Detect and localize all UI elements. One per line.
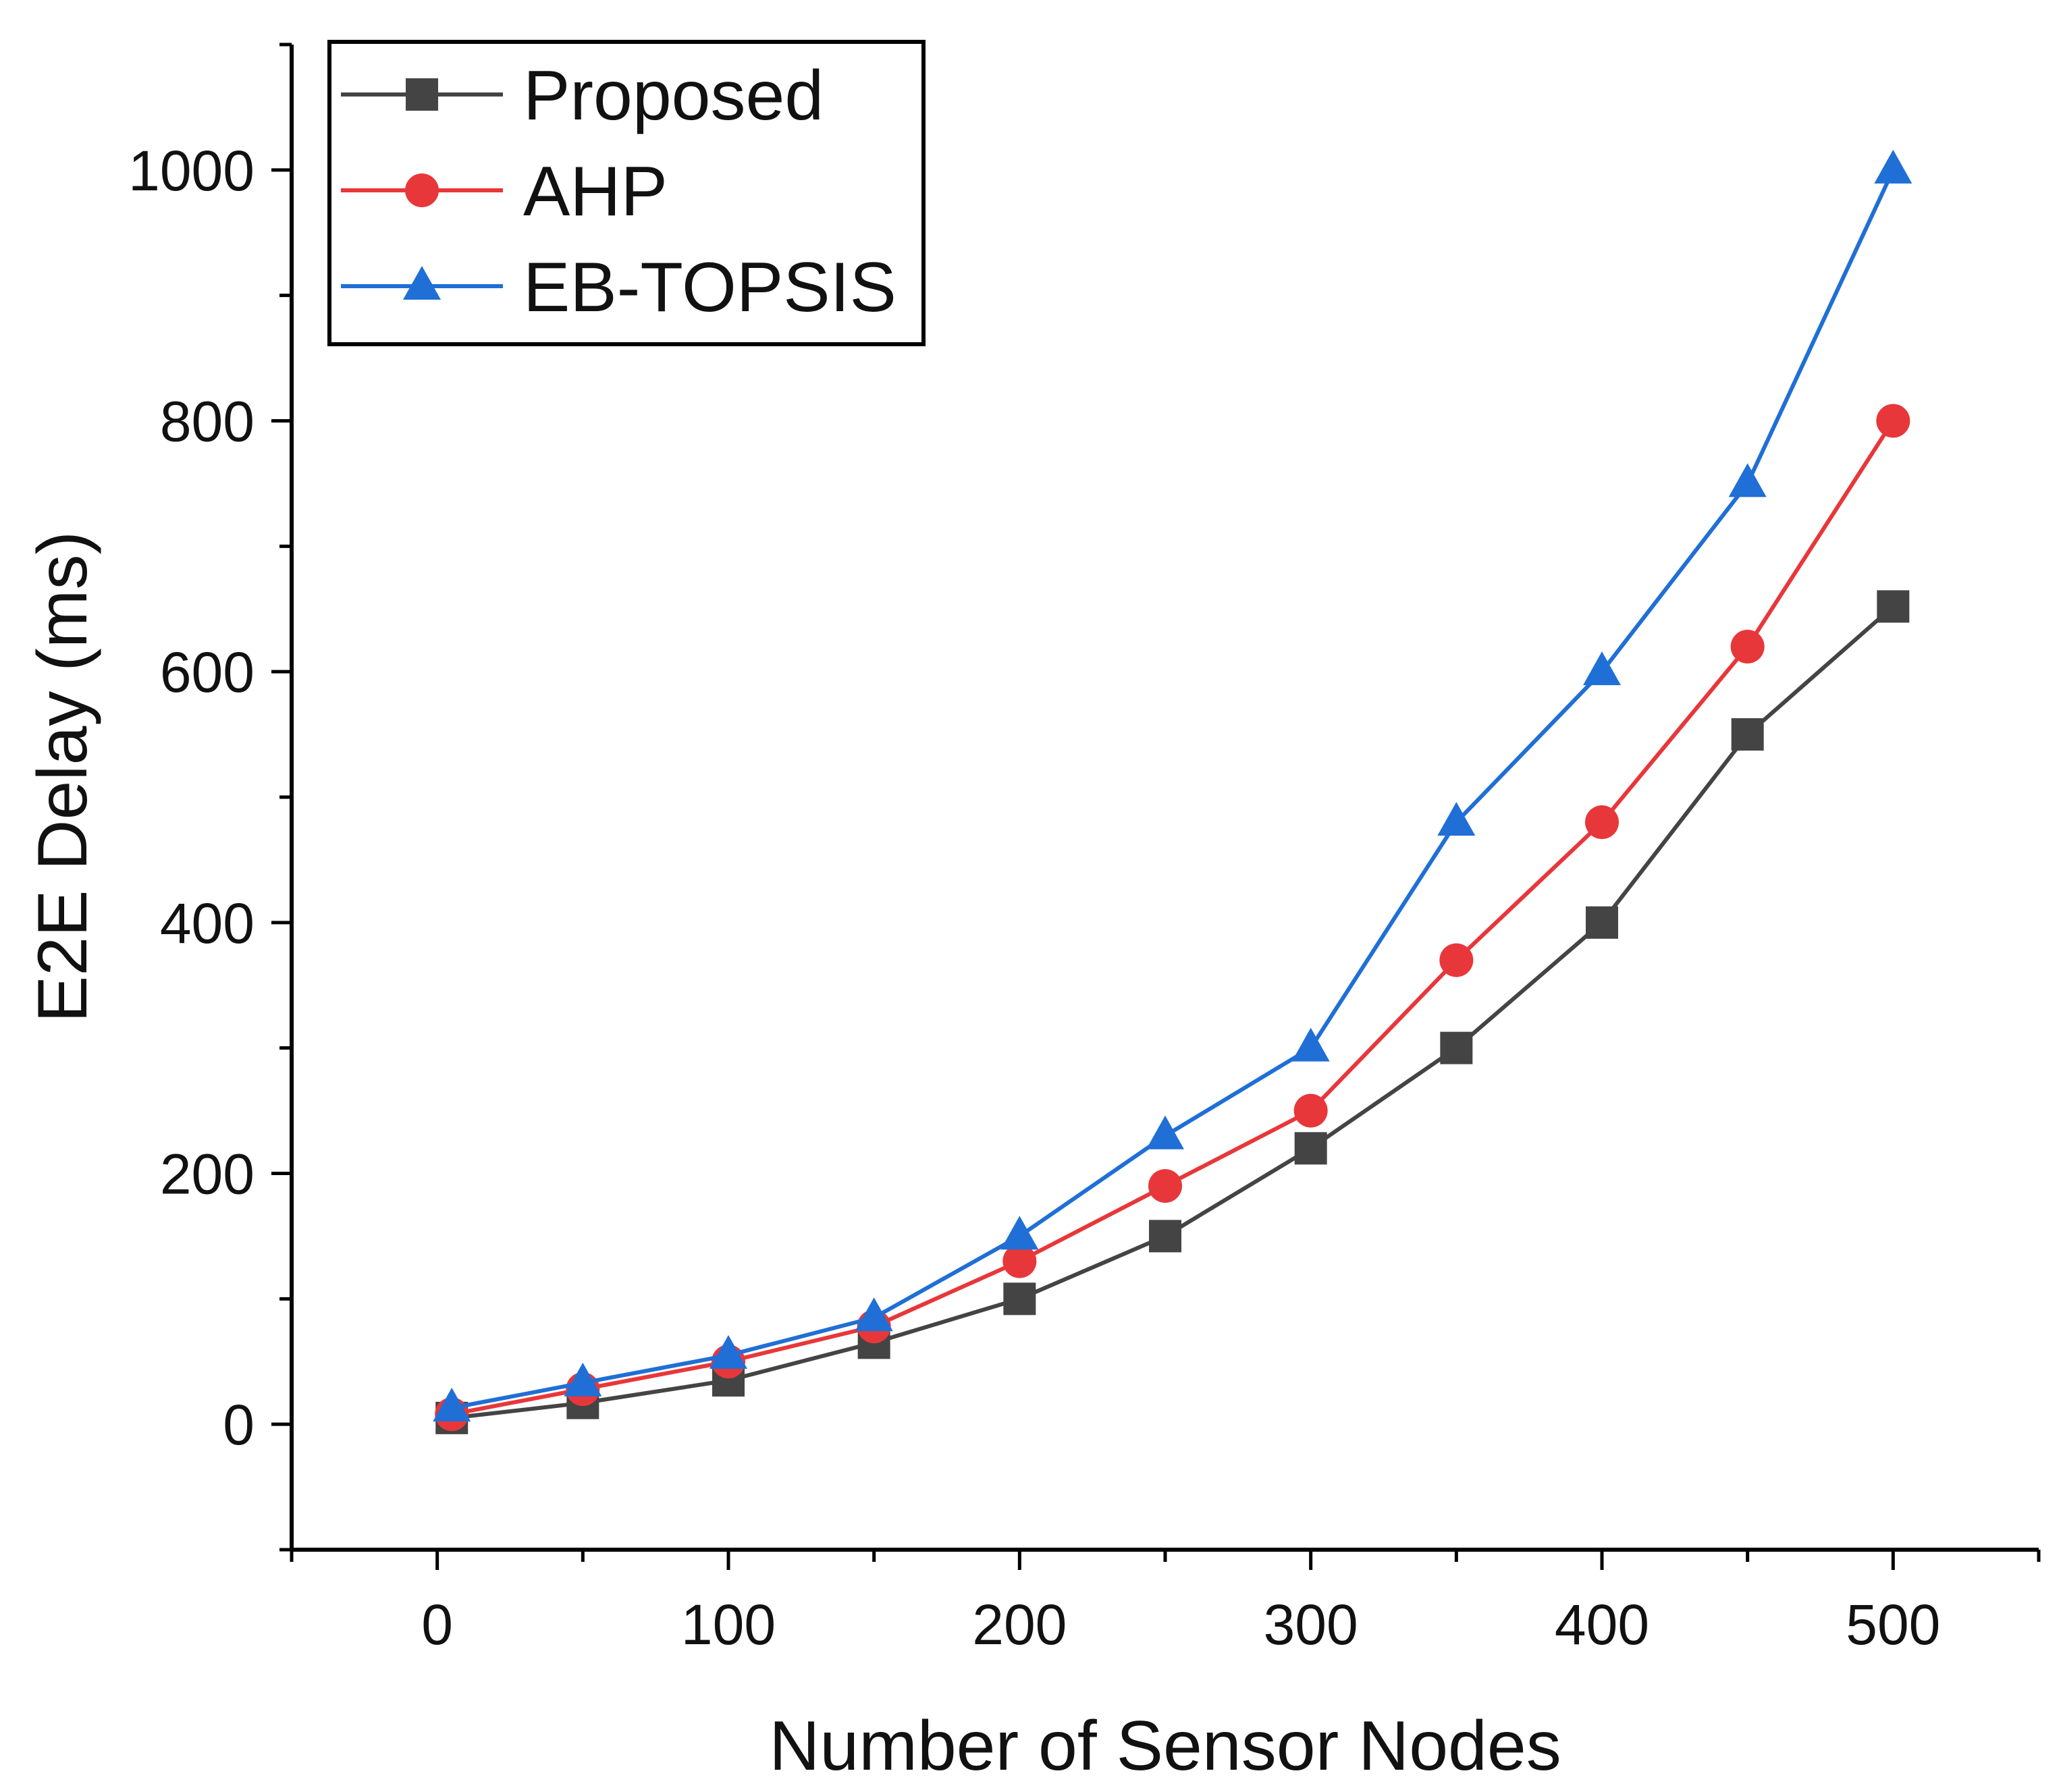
legend-marker-ahp: [405, 173, 439, 207]
legend-item-proposed: Proposed: [341, 57, 824, 135]
data-point-proposed: [1294, 1132, 1327, 1165]
x-tick-label: 500: [1846, 1593, 1940, 1656]
legend-label-ahp: AHP: [523, 153, 668, 231]
legend-label-eb-topsis: EB-TOPSIS: [523, 248, 896, 327]
data-point-eb-topsis: [710, 1334, 747, 1369]
data-point-eb-topsis: [564, 1362, 602, 1396]
data-point-proposed: [1149, 1220, 1181, 1253]
legend: Proposed AHP EB-TOPSIS: [327, 40, 926, 346]
data-point-eb-topsis: [1000, 1216, 1039, 1250]
x-axis-ticks: 0 100 200 300 400 500: [290, 1550, 2041, 1656]
legend-marker-eb-topsis: [403, 266, 441, 300]
data-point-eb-topsis: [1728, 463, 1767, 497]
x-tick-label: 400: [1555, 1593, 1649, 1656]
data-point-eb-topsis: [855, 1297, 893, 1332]
data-point-eb-topsis: [1874, 149, 1912, 184]
series-layer: [433, 149, 1912, 1434]
data-point-proposed: [1877, 590, 1910, 623]
y-tick-label: 0: [223, 1393, 255, 1457]
data-point-ahp: [1730, 630, 1765, 663]
series-proposed: [435, 590, 1910, 1434]
y-tick-label: 1000: [128, 139, 255, 202]
y-axis-ticks: 0 200 400 600 800 1000: [128, 43, 292, 1552]
data-point-ahp: [1585, 805, 1619, 840]
data-point-eb-topsis: [433, 1388, 471, 1422]
y-axis-title: E2E Delay (ms): [24, 531, 102, 1023]
x-tick-label: 100: [681, 1593, 776, 1656]
y-tick-label: 200: [160, 1143, 255, 1206]
x-axis-title: Number of Sensor Nodes: [769, 1707, 1561, 1785]
data-point-proposed: [1003, 1282, 1036, 1315]
data-point-eb-topsis: [1146, 1115, 1184, 1149]
legend-marker-proposed: [406, 78, 438, 111]
series-line-proposed: [451, 605, 1895, 1420]
data-point-eb-topsis: [1437, 802, 1476, 836]
data-point-eb-topsis: [1291, 1027, 1330, 1062]
data-point-proposed: [1731, 718, 1764, 751]
x-tick-label: 300: [1264, 1593, 1358, 1656]
data-point-ahp: [1002, 1244, 1037, 1278]
data-point-ahp: [1439, 943, 1474, 977]
data-point-proposed: [1586, 906, 1618, 939]
series-eb-topsis: [433, 149, 1912, 1422]
data-point-ahp: [1876, 404, 1910, 438]
series-line-ahp: [451, 419, 1895, 1417]
data-point-ahp: [1293, 1093, 1328, 1128]
legend-item-eb-topsis: EB-TOPSIS: [341, 248, 896, 327]
legend-label-proposed: Proposed: [523, 57, 824, 135]
data-point-ahp: [1148, 1169, 1182, 1203]
x-tick-label: 200: [972, 1593, 1067, 1656]
y-tick-label: 800: [160, 390, 255, 454]
x-tick-label: 0: [421, 1593, 453, 1656]
y-tick-label: 600: [160, 641, 255, 704]
data-point-eb-topsis: [1583, 651, 1621, 686]
data-point-proposed: [1440, 1031, 1473, 1064]
y-tick-label: 400: [160, 892, 255, 955]
legend-item-ahp: AHP: [341, 153, 668, 231]
